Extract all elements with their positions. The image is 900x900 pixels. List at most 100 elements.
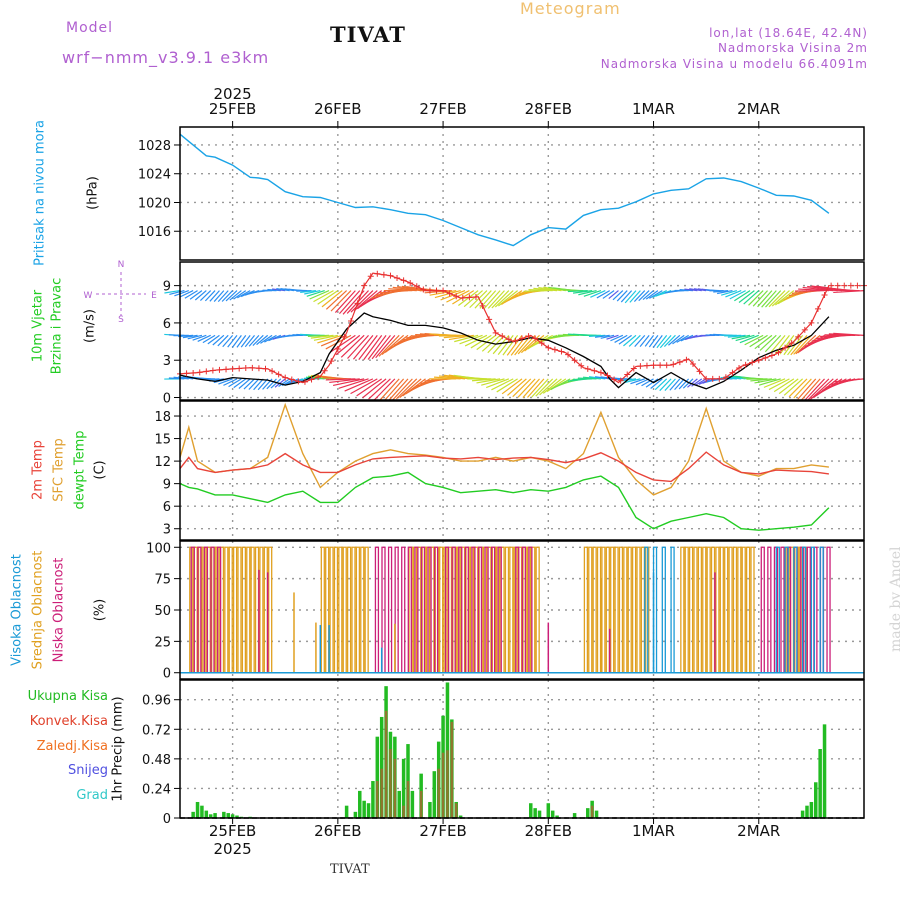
wind-barb xyxy=(539,378,558,396)
wind-barb xyxy=(543,286,566,292)
wind-barb xyxy=(233,290,247,300)
wind-barb xyxy=(663,334,676,347)
convective-precip-bar xyxy=(384,710,388,818)
cloud-unit-label: (%) xyxy=(93,599,108,622)
compass-north: N xyxy=(118,260,125,270)
low-cloud-bar xyxy=(780,546,785,673)
total-precip-label: Ukupna Kisa xyxy=(28,689,108,704)
wind-barb xyxy=(717,290,733,295)
wind-barb xyxy=(695,378,707,386)
wind-barb xyxy=(300,289,316,294)
low-cloud-bar xyxy=(387,546,393,673)
convective-precip-bar xyxy=(450,721,454,818)
wind-barb xyxy=(773,378,795,393)
mid-cloud-bar xyxy=(360,546,365,673)
mid-cloud-bar xyxy=(588,546,593,673)
wind-barb xyxy=(833,332,865,336)
gust-marker xyxy=(505,336,512,343)
gust-marker xyxy=(466,294,473,301)
wind-barb xyxy=(182,334,198,339)
gust-marker xyxy=(348,318,354,325)
wind-panel-frame xyxy=(179,261,865,401)
total-precip-bar xyxy=(800,810,805,818)
wind-barb xyxy=(344,378,374,392)
low-cloud-bar xyxy=(458,546,463,673)
gust-marker xyxy=(657,362,664,369)
total-precip-bar xyxy=(555,815,559,818)
low-cloud-bar xyxy=(760,546,765,673)
wind-barb xyxy=(765,290,782,308)
wind-barb xyxy=(272,288,286,292)
wind-barb xyxy=(267,288,281,292)
wind-unit-label: (m/s) xyxy=(83,309,98,343)
wind-barb xyxy=(689,288,702,292)
gust-marker xyxy=(814,305,821,312)
wind-barb xyxy=(795,334,817,355)
wind-barb xyxy=(798,288,829,292)
mid-cloud-bar xyxy=(333,546,339,673)
wind-barb xyxy=(433,376,461,380)
top-date-label: 26FEB xyxy=(314,100,361,118)
mid-cloud-bar xyxy=(719,546,724,673)
wind-barb xyxy=(538,286,562,292)
mid-cloud-bar xyxy=(623,546,628,673)
gust-marker xyxy=(828,282,835,289)
wind-tick-label: 3 xyxy=(163,354,171,369)
gust-marker xyxy=(334,346,341,353)
wind-barb xyxy=(804,378,825,402)
wind-barb xyxy=(752,290,768,307)
wind-barb xyxy=(227,334,238,348)
gust-marker xyxy=(690,360,696,367)
gust-marker xyxy=(472,293,479,300)
wind-barb xyxy=(197,334,211,342)
wind-barb xyxy=(790,334,808,356)
wind-barb xyxy=(248,378,260,390)
sfc-temp-line xyxy=(179,402,829,496)
pressure-tick-label: 1024 xyxy=(138,168,171,183)
wind-barb xyxy=(375,334,396,359)
wind-barb xyxy=(240,334,251,348)
total-precip-bar xyxy=(362,800,366,818)
convective-precip-bar xyxy=(380,768,383,818)
gust-marker xyxy=(604,372,611,379)
temp-tick-label: 9 xyxy=(163,478,171,493)
wind-barb xyxy=(240,290,255,298)
wind-barb xyxy=(645,290,659,300)
gust-marker xyxy=(341,333,348,340)
gust-marker xyxy=(479,302,486,309)
wind-barb xyxy=(189,290,203,300)
gust-markers xyxy=(177,270,867,385)
wind-barb xyxy=(209,290,220,302)
gust-marker xyxy=(663,362,670,369)
wind-barb xyxy=(644,334,655,347)
wind-barb xyxy=(635,378,650,386)
wind-barb xyxy=(244,334,256,348)
wind-barb xyxy=(645,378,659,388)
wind-barb xyxy=(802,286,834,292)
wind-barb xyxy=(231,334,242,348)
gust-marker xyxy=(282,374,289,381)
total-precip-bar xyxy=(822,724,827,818)
gust-marker xyxy=(269,368,276,375)
gust-marker xyxy=(354,300,361,307)
wind-barb xyxy=(652,290,667,298)
wind-barb xyxy=(225,290,238,302)
gust-marker xyxy=(762,354,769,361)
wind-barb xyxy=(339,290,361,315)
high-cloud-bar xyxy=(801,546,807,673)
wind-barb xyxy=(368,378,391,400)
wind-barb xyxy=(325,378,356,381)
wind-barb xyxy=(754,334,773,350)
wind-barb xyxy=(734,290,751,302)
wind-barb xyxy=(656,334,668,349)
gust-marker xyxy=(709,375,716,382)
mid-cloud-bar xyxy=(715,546,720,673)
mid-cloud-bar xyxy=(592,546,597,673)
gust-marker xyxy=(551,346,558,353)
temp-tick-label: 18 xyxy=(154,410,171,425)
low-cloud-bar xyxy=(197,546,202,673)
mid-cloud-bar xyxy=(697,546,703,673)
wind-barb xyxy=(464,334,488,347)
cloud-bars xyxy=(189,546,831,673)
wind-barb xyxy=(546,378,567,393)
